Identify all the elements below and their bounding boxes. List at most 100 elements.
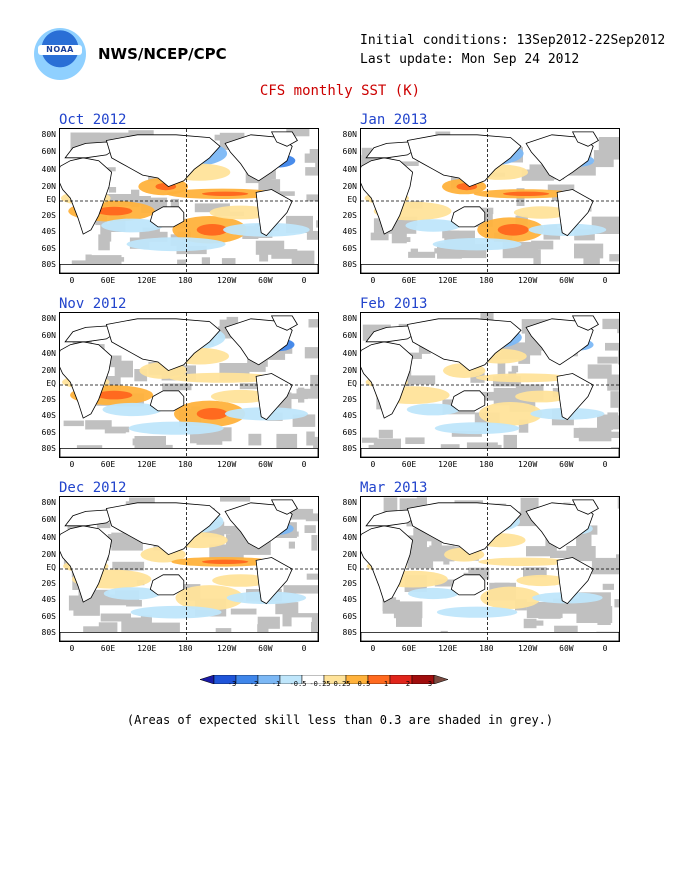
sst-map (60, 129, 318, 273)
lon-tick-label: 180 (178, 644, 193, 653)
lon-tick-label: 60W (559, 644, 574, 653)
lon-tick-label: 0 (301, 276, 307, 285)
lon-tick-label: 120E (438, 644, 458, 653)
lon-tick-label: 60W (258, 460, 273, 469)
lon-tick-label: 0 (370, 644, 376, 653)
lat-tick-label: 40N (342, 348, 357, 358)
landmass-antarctica (60, 631, 318, 641)
landmass-australia (149, 390, 185, 412)
lon-tick-label: 120W (518, 644, 538, 653)
landmass-africa (361, 341, 414, 419)
landmass-north-america (224, 134, 293, 182)
landmass-greenland (270, 315, 298, 331)
landmass-australia (450, 206, 486, 228)
lat-tick-label: 60S (41, 243, 56, 253)
lat-tick-label: 80S (342, 627, 357, 637)
lon-tick-label: 0 (602, 276, 608, 285)
lon-tick-label: 120W (518, 276, 538, 285)
colorbar: -3 -2 -1 -0.5 -0.25 0.25 0.5 1 2 3 (199, 669, 449, 688)
landmass-africa (60, 157, 113, 235)
lat-tick-label: 80N (342, 314, 357, 324)
lon-tick-label: 60W (258, 276, 273, 285)
lon-tick-label: 120W (217, 460, 237, 469)
landmass-greenland (571, 131, 599, 147)
lat-tick-label: 40N (342, 164, 357, 174)
lon-tick-label: 120E (137, 644, 157, 653)
lat-tick-label: 60N (342, 515, 357, 525)
lat-tick-label: EQ (347, 379, 357, 388)
lon-tick-label: 180 (178, 276, 193, 285)
initial-conditions-text: Initial conditions: 13Sep2012-22Sep2012 (360, 33, 666, 48)
lon-tick-label: 120W (217, 276, 237, 285)
lon-tick-label: 0 (301, 644, 307, 653)
landmass-africa (361, 525, 414, 603)
lat-tick-label: EQ (347, 563, 357, 572)
colorbar-tick-label: 1 (383, 680, 389, 688)
lon-tick-label: 180 (178, 460, 193, 469)
landmass-asia (105, 134, 221, 188)
lat-tick-label: EQ (347, 195, 357, 204)
lat-tick-label: 20N (342, 366, 357, 376)
colorbar-tick-label: 0.25 (333, 680, 351, 688)
lat-tick-label: 40N (342, 532, 357, 542)
lon-tick-label: 60E (401, 644, 417, 653)
colorbar-tick-label: 2 (405, 680, 411, 688)
lat-tick-label: 60S (342, 611, 357, 621)
lat-tick-label: 20S (342, 210, 357, 220)
landmass-antarctica (361, 447, 619, 457)
panel-title: Dec 2012 (59, 480, 127, 496)
lat-tick-label: 40S (41, 226, 56, 236)
lat-tick-label: 60S (41, 427, 56, 437)
landmass-asia (105, 318, 221, 372)
lat-tick-label: 80N (41, 498, 56, 508)
lat-tick-label: 40S (41, 594, 56, 604)
lat-tick-label: 20N (41, 182, 56, 192)
lat-tick-label: 80S (41, 627, 56, 637)
lon-tick-label: 120E (438, 460, 458, 469)
lon-tick-label: 0 (602, 460, 608, 469)
lat-tick-label: 60N (41, 147, 56, 157)
panel-title: Nov 2012 (59, 296, 127, 312)
lat-tick-label: EQ (46, 195, 56, 204)
sst-map (60, 497, 318, 641)
lat-tick-label: 20N (41, 366, 56, 376)
lat-tick-label: 80N (41, 314, 56, 324)
lon-tick-label: 60W (559, 460, 574, 469)
lon-tick-label: 0 (370, 276, 376, 285)
landmass-asia (105, 502, 221, 556)
colorbar-tick-label: -1 (271, 680, 281, 688)
landmass-antarctica (60, 447, 318, 457)
lon-tick-label: 120W (217, 644, 237, 653)
landmass-greenland (571, 499, 599, 515)
sst-map-panel (360, 496, 620, 642)
landmass-north-america (224, 502, 293, 550)
sst-map (60, 313, 318, 457)
panel-title: Mar 2013 (360, 480, 428, 496)
sst-map (361, 129, 619, 273)
lat-tick-label: 40S (342, 226, 357, 236)
lat-tick-label: 20S (41, 394, 56, 404)
sst-map (361, 497, 619, 641)
lon-tick-label: 180 (479, 460, 494, 469)
landmass-asia (406, 318, 522, 372)
landmass-north-america (525, 502, 594, 550)
sst-map-panel (360, 128, 620, 274)
landmass-africa (60, 341, 113, 419)
lon-tick-label: 120E (438, 276, 458, 285)
lon-tick-label: 0 (370, 460, 376, 469)
lat-tick-label: 60N (41, 515, 56, 525)
logo-text: NOAA (46, 45, 74, 54)
landmass-greenland (571, 315, 599, 331)
colorbar-tick-label: 3 (427, 680, 433, 688)
lon-tick-label: 60E (100, 644, 116, 653)
landmass-australia (149, 574, 185, 596)
landmass-greenland (270, 499, 298, 515)
lon-tick-label: 120E (137, 276, 157, 285)
lon-tick-label: 60W (258, 644, 273, 653)
landmass-africa (361, 157, 414, 235)
lon-tick-label: 120E (137, 460, 157, 469)
panel-title: Jan 2013 (360, 112, 428, 128)
lat-tick-label: 20S (41, 210, 56, 220)
lon-tick-label: 60E (401, 276, 417, 285)
panel-title: Oct 2012 (59, 112, 127, 128)
